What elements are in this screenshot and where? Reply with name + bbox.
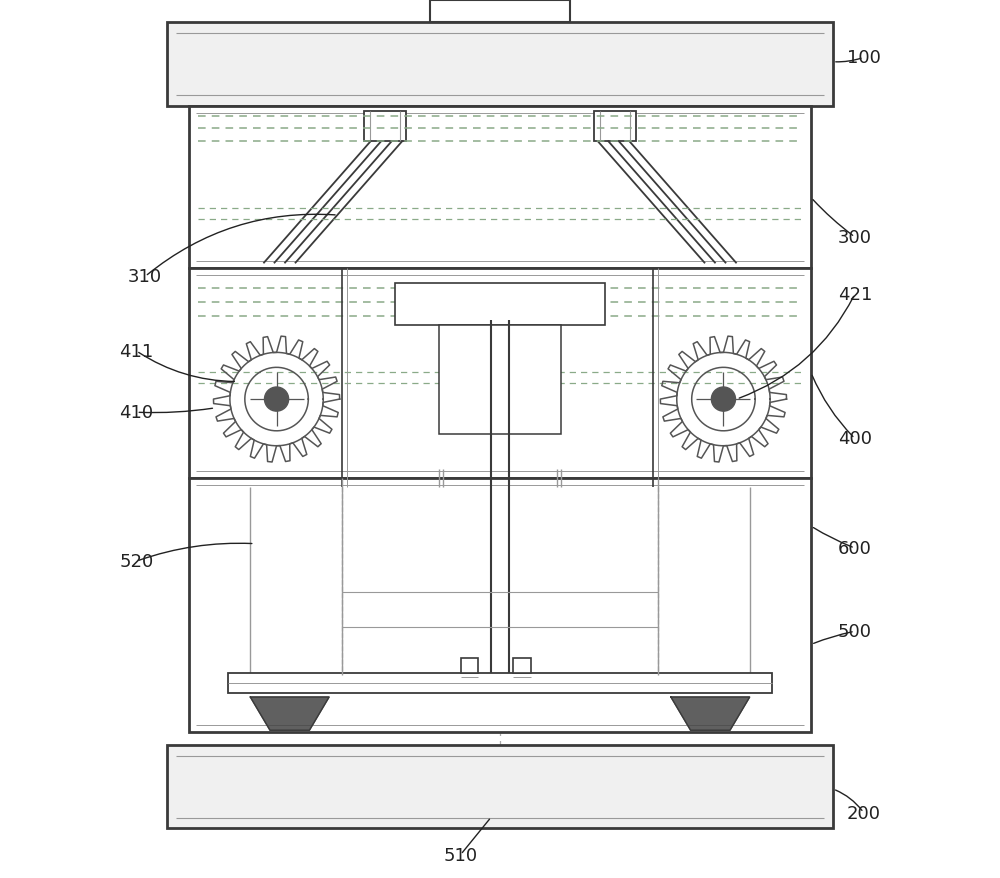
Polygon shape xyxy=(671,697,750,730)
Bar xyxy=(167,24,833,106)
Bar xyxy=(364,112,406,141)
Bar xyxy=(189,479,811,732)
Text: 400: 400 xyxy=(838,430,872,448)
Text: 200: 200 xyxy=(847,803,881,822)
Text: 310: 310 xyxy=(128,268,162,286)
Text: 510: 510 xyxy=(444,846,478,864)
Bar xyxy=(167,745,833,829)
Circle shape xyxy=(711,387,736,412)
Text: 100: 100 xyxy=(847,49,881,68)
Text: 410: 410 xyxy=(119,404,153,421)
Bar xyxy=(189,106,811,269)
Text: 600: 600 xyxy=(838,539,872,558)
Circle shape xyxy=(264,387,289,412)
Bar xyxy=(189,269,811,479)
Text: 300: 300 xyxy=(838,228,872,247)
Bar xyxy=(395,284,605,325)
Bar xyxy=(513,658,531,673)
Text: 421: 421 xyxy=(838,285,872,304)
Text: 520: 520 xyxy=(119,552,153,571)
Bar xyxy=(430,2,570,24)
Bar xyxy=(439,325,561,435)
Text: 500: 500 xyxy=(838,623,872,641)
Bar xyxy=(228,673,772,693)
Bar xyxy=(594,112,636,141)
Polygon shape xyxy=(250,697,329,730)
Text: 411: 411 xyxy=(119,342,153,361)
Bar xyxy=(461,658,478,673)
